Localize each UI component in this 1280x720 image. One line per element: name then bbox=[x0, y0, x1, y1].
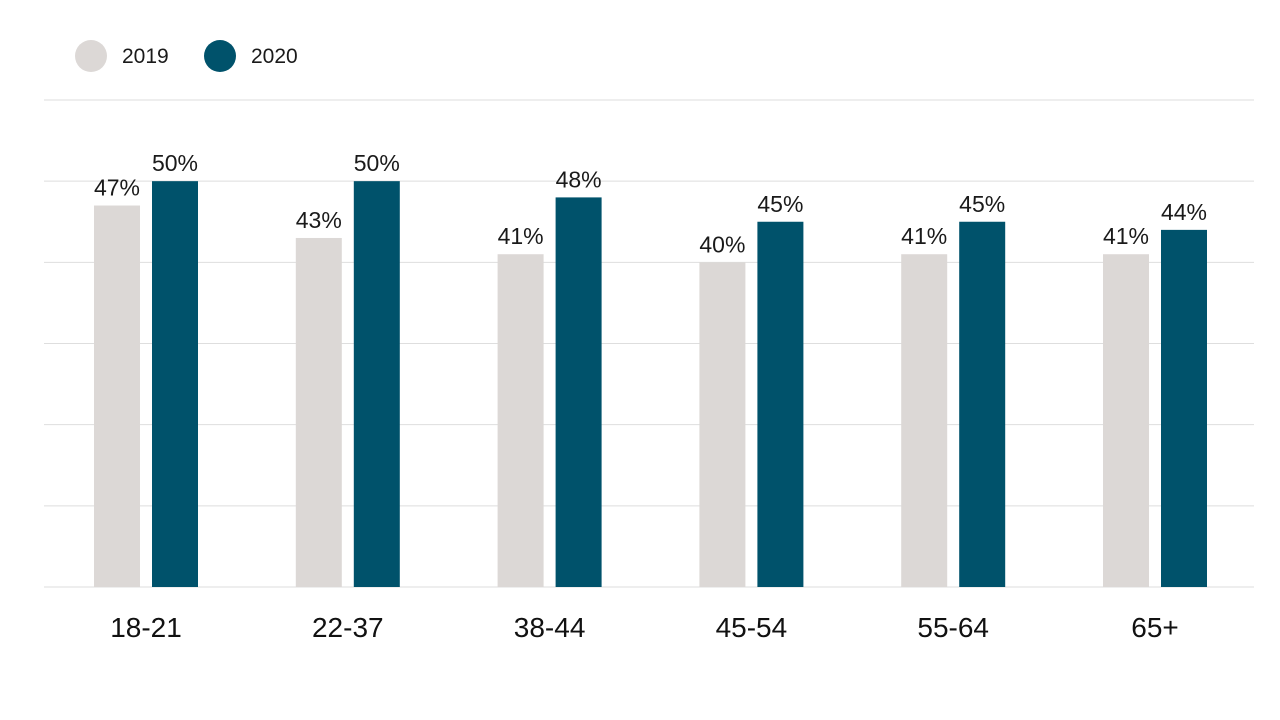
bar-65+-2020 bbox=[1161, 229, 1207, 587]
bar-45-54-2019 bbox=[699, 262, 746, 587]
bar-65+-2019 bbox=[1103, 254, 1149, 587]
data-label-65+-2020: 44% bbox=[1161, 199, 1207, 225]
data-label-45-54-2019: 40% bbox=[699, 231, 745, 257]
data-labels: 47% 50% 43% 50% 41% 48% 40% 45% 41% 45% 41% 44% bbox=[94, 150, 1207, 257]
legend-label-2019: 2019 bbox=[122, 45, 169, 68]
data-label-55-64-2020: 45% bbox=[959, 191, 1005, 217]
bars bbox=[94, 181, 1207, 587]
x-tick-label-18-21: 18-21 bbox=[110, 612, 182, 643]
x-tick-label-55-64: 55-64 bbox=[917, 612, 989, 643]
x-tick-label-22-37: 22-37 bbox=[312, 612, 384, 643]
data-label-18-21-2020: 50% bbox=[152, 150, 198, 176]
x-tick-label-38-44: 38-44 bbox=[514, 612, 586, 643]
bar-55-64-2019 bbox=[901, 254, 948, 587]
data-label-18-21-2019: 47% bbox=[94, 175, 140, 201]
gridlines bbox=[44, 99, 1254, 588]
bar-38-44-2019 bbox=[497, 254, 544, 587]
data-label-22-37-2020: 50% bbox=[354, 150, 400, 176]
legend-swatch-2020 bbox=[204, 40, 236, 72]
bar-22-37-2019 bbox=[295, 237, 342, 587]
bar-45-54-2020 bbox=[757, 221, 804, 587]
data-label-22-37-2019: 43% bbox=[296, 207, 342, 233]
x-tick-label-65+: 65+ bbox=[1131, 612, 1179, 643]
legend: 2019 2020 bbox=[75, 40, 298, 72]
x-axis-ticks: 18-21 22-37 38-44 45-54 55-64 65+ bbox=[110, 612, 1179, 643]
bar-18-21-2020 bbox=[152, 181, 198, 587]
x-tick-label-45-54: 45-54 bbox=[716, 612, 788, 643]
bar-38-44-2020 bbox=[555, 197, 602, 587]
data-label-45-54-2020: 45% bbox=[757, 191, 803, 217]
bar-55-64-2020 bbox=[959, 221, 1006, 587]
data-label-65+-2019: 41% bbox=[1103, 223, 1149, 249]
data-label-55-64-2019: 41% bbox=[901, 223, 947, 249]
legend-label-2020: 2020 bbox=[251, 45, 298, 68]
legend-swatch-2019 bbox=[75, 40, 107, 72]
bar-18-21-2019 bbox=[94, 205, 140, 587]
data-label-38-44-2019: 41% bbox=[498, 223, 544, 249]
data-label-38-44-2020: 48% bbox=[556, 166, 602, 192]
bar-22-37-2020 bbox=[353, 181, 400, 587]
